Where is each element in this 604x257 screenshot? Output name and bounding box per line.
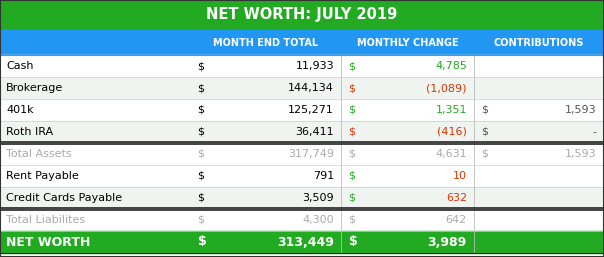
Text: Cash: Cash bbox=[6, 61, 34, 71]
Text: $: $ bbox=[349, 171, 356, 181]
Text: 4,300: 4,300 bbox=[303, 215, 334, 225]
Text: Brokerage: Brokerage bbox=[6, 83, 63, 93]
Bar bbox=[0, 121, 604, 143]
Text: $: $ bbox=[349, 149, 356, 159]
Text: 36,411: 36,411 bbox=[295, 127, 334, 137]
Text: 642: 642 bbox=[446, 215, 467, 225]
Bar bbox=[0, 99, 604, 121]
Text: MONTHLY CHANGE: MONTHLY CHANGE bbox=[357, 38, 458, 48]
Text: Roth IRA: Roth IRA bbox=[6, 127, 53, 137]
Text: Rent Payable: Rent Payable bbox=[6, 171, 79, 181]
Bar bbox=[0, 209, 604, 231]
Text: -: - bbox=[593, 127, 597, 137]
Text: $: $ bbox=[349, 235, 357, 249]
Text: $: $ bbox=[481, 149, 489, 159]
Text: $: $ bbox=[198, 127, 205, 137]
Text: Total Liabilites: Total Liabilites bbox=[6, 215, 85, 225]
Text: Credit Cards Payable: Credit Cards Payable bbox=[6, 193, 122, 203]
Text: $: $ bbox=[198, 149, 205, 159]
Text: $: $ bbox=[198, 83, 205, 93]
Bar bbox=[0, 0, 604, 30]
Text: 125,271: 125,271 bbox=[288, 105, 334, 115]
Text: $: $ bbox=[198, 61, 205, 71]
Text: Total Assets: Total Assets bbox=[6, 149, 72, 159]
Text: $: $ bbox=[349, 83, 356, 93]
Text: 317,749: 317,749 bbox=[288, 149, 334, 159]
Text: 1,351: 1,351 bbox=[435, 105, 467, 115]
Text: 632: 632 bbox=[446, 193, 467, 203]
Text: 313,449: 313,449 bbox=[277, 235, 334, 249]
Text: $: $ bbox=[481, 105, 489, 115]
Text: 1,593: 1,593 bbox=[565, 105, 597, 115]
Bar bbox=[0, 231, 604, 253]
Text: 1,593: 1,593 bbox=[565, 149, 597, 159]
Bar bbox=[0, 55, 604, 77]
Bar bbox=[0, 77, 604, 99]
Text: 791: 791 bbox=[313, 171, 334, 181]
Text: $: $ bbox=[198, 215, 205, 225]
Text: (416): (416) bbox=[437, 127, 467, 137]
Bar bbox=[0, 165, 604, 187]
Text: 11,933: 11,933 bbox=[295, 61, 334, 71]
Bar bbox=[0, 143, 604, 165]
Text: $: $ bbox=[198, 193, 205, 203]
Text: $: $ bbox=[198, 105, 205, 115]
Text: 4,631: 4,631 bbox=[435, 149, 467, 159]
Text: $: $ bbox=[349, 215, 356, 225]
Text: $: $ bbox=[349, 127, 356, 137]
Text: $: $ bbox=[198, 171, 205, 181]
Text: NET WORTH: JULY 2019: NET WORTH: JULY 2019 bbox=[207, 7, 397, 23]
Text: $: $ bbox=[198, 235, 206, 249]
Bar bbox=[0, 187, 604, 209]
Text: 144,134: 144,134 bbox=[288, 83, 334, 93]
Bar bbox=[0, 30, 604, 55]
Text: 4,785: 4,785 bbox=[435, 61, 467, 71]
Text: 401k: 401k bbox=[6, 105, 34, 115]
Text: (1,089): (1,089) bbox=[426, 83, 467, 93]
Text: CONTRIBUTIONS: CONTRIBUTIONS bbox=[494, 38, 584, 48]
Text: $: $ bbox=[349, 193, 356, 203]
Text: $: $ bbox=[481, 127, 489, 137]
Text: $: $ bbox=[349, 61, 356, 71]
Text: MONTH END TOTAL: MONTH END TOTAL bbox=[213, 38, 318, 48]
Text: 3,509: 3,509 bbox=[303, 193, 334, 203]
Text: NET WORTH: NET WORTH bbox=[6, 235, 91, 249]
Text: $: $ bbox=[349, 105, 356, 115]
Text: 3,989: 3,989 bbox=[428, 235, 467, 249]
Text: 10: 10 bbox=[453, 171, 467, 181]
